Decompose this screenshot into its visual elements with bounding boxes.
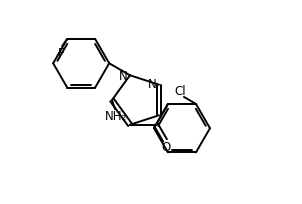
Text: Cl: Cl [174,85,186,99]
Text: NH₂: NH₂ [105,110,127,122]
Text: N: N [148,78,156,91]
Text: F: F [58,47,65,60]
Text: O: O [161,141,171,154]
Text: N: N [119,70,127,83]
